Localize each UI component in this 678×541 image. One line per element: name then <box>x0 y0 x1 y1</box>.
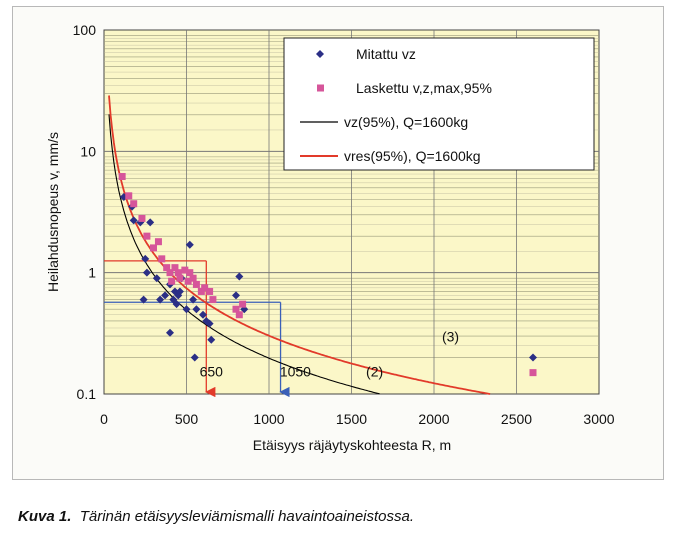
data-point-measured <box>141 254 150 263</box>
x-tick-label: 3000 <box>583 411 614 427</box>
annotation-label: (2) <box>366 363 383 379</box>
x-tick-label: 1000 <box>253 411 284 427</box>
data-point-measured <box>192 305 201 314</box>
data-point-calculated <box>176 274 184 282</box>
caption-text: Tärinän etäisyysleviämismalli havaintoai… <box>79 508 415 525</box>
caption-label: Kuva 1. <box>18 508 72 525</box>
data-point-measured <box>161 291 170 300</box>
data-point-calculated <box>201 284 209 292</box>
data-point-calculated <box>192 280 200 288</box>
annotation-label: (3) <box>442 329 459 345</box>
data-point-calculated <box>143 232 151 240</box>
data-point-measured <box>152 274 161 283</box>
data-point-measured <box>529 353 537 362</box>
data-point-measured <box>129 216 138 225</box>
data-point-measured <box>199 310 207 319</box>
y-tick-label: 100 <box>73 22 97 38</box>
data-point-measured <box>166 328 174 337</box>
data-point-measured <box>142 268 151 277</box>
data-point-calculated <box>184 277 192 285</box>
legend-label: vz(95%), Q=1600kg <box>344 114 468 130</box>
legend-box <box>283 37 595 171</box>
y-tick-label: 1 <box>88 265 96 281</box>
annotation-label: 650 <box>200 363 224 379</box>
data-point-calculated <box>118 173 126 181</box>
x-tick-label: 0 <box>100 411 108 427</box>
data-point-measured <box>139 295 148 304</box>
legend-marker-diamond <box>316 50 324 58</box>
data-point-calculated <box>158 255 166 263</box>
data-point-calculated <box>150 244 157 252</box>
legend-label: vres(95%), Q=1600kg <box>344 148 481 164</box>
data-point-calculated <box>189 274 197 282</box>
data-point-measured <box>185 240 194 249</box>
y-axis-label: Heilahdusnopeus v, mm/s <box>45 132 61 292</box>
series-line <box>108 114 380 395</box>
data-point-measured <box>207 335 216 344</box>
data-point-measured <box>205 319 214 328</box>
data-point-calculated <box>138 214 146 222</box>
data-point-calculated <box>168 277 176 285</box>
x-tick-label: 1500 <box>336 411 367 427</box>
data-point-calculated <box>206 287 214 295</box>
x-tick-label: 2500 <box>501 411 532 427</box>
legend-marker-square <box>317 84 324 92</box>
data-point-calculated <box>181 266 189 274</box>
data-point-measured <box>235 272 244 281</box>
figure-caption: Kuva 1. Tärinän etäisyysleviämismalli ha… <box>18 508 414 525</box>
data-point-calculated <box>125 192 133 200</box>
legend-label: Mitattu vz <box>356 46 416 62</box>
y-tick-label: 10 <box>80 143 96 159</box>
data-point-measured <box>175 287 184 296</box>
x-tick-label: 500 <box>175 411 199 427</box>
data-point-calculated <box>174 269 182 277</box>
data-point-calculated <box>154 238 162 246</box>
data-point-calculated <box>130 200 138 208</box>
data-point-calculated <box>171 264 179 272</box>
data-point-measured <box>146 218 155 227</box>
data-point-calculated <box>232 305 240 313</box>
data-point-calculated <box>163 264 171 272</box>
data-point-measured <box>156 295 165 304</box>
data-points <box>118 173 537 377</box>
data-point-calculated <box>235 311 243 319</box>
data-point-calculated <box>209 296 217 304</box>
data-point-measured <box>182 305 191 314</box>
data-point-calculated <box>186 269 194 277</box>
data-point-calculated <box>197 287 205 295</box>
data-point-calculated <box>529 369 537 377</box>
legend: Mitattu vz Laskettu v,z,max,95% vz(95%), Q… <box>283 37 595 171</box>
data-point-measured <box>172 300 181 309</box>
x-axis-label: Etäisyys räjäytyskohteesta R, m <box>253 437 451 453</box>
data-point-measured <box>190 353 199 362</box>
data-point-measured <box>232 291 240 300</box>
data-point-calculated <box>166 269 174 277</box>
data-point-measured <box>189 295 198 304</box>
y-tick-label: 0.1 <box>77 386 97 402</box>
annotations: 650 1050 (2) (3) <box>200 329 459 380</box>
legend-label: Laskettu v,z,max,95% <box>356 80 492 96</box>
data-point-calculated <box>239 300 247 308</box>
annotation-label: 1050 <box>280 363 311 379</box>
x-tick-label: 2000 <box>418 411 449 427</box>
